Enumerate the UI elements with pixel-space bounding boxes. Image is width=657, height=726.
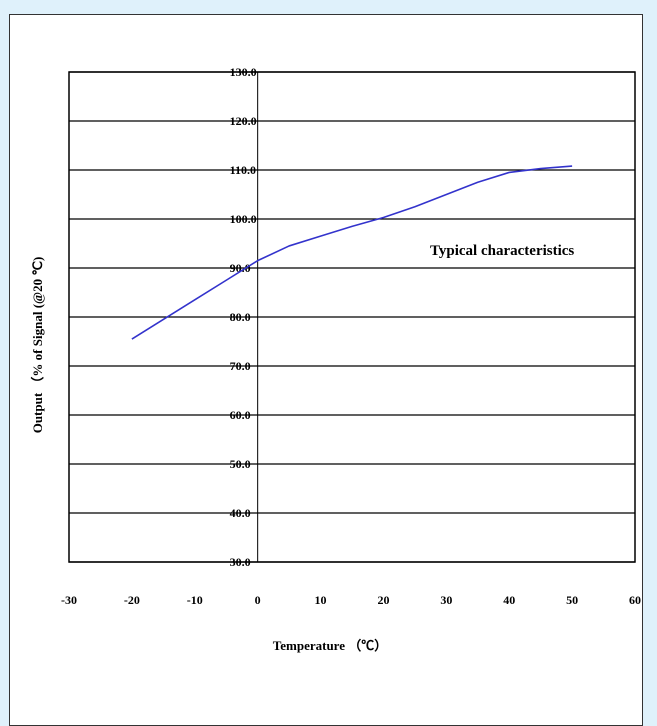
x-tick-label: 30	[440, 593, 452, 607]
gridlines	[69, 71, 635, 563]
y-tick-label: 100.0	[230, 212, 257, 226]
x-tick-labels: -30 -20 -10 0 10 20 30 40 50 60	[61, 593, 641, 607]
y-tick-label: 30.0	[230, 555, 251, 569]
x-tick-label: -20	[124, 593, 140, 607]
y-tick-label: 40.0	[230, 506, 251, 520]
y-tick-label: 110.0	[230, 163, 256, 177]
x-tick-label: 60	[629, 593, 641, 607]
series-line-0	[131, 165, 573, 340]
chart-frame: 30.0 40.0 50.0 60.0 70.0 80.0 90.0 100.0 110.0 12…	[9, 14, 643, 726]
x-tick-label: 20	[377, 593, 389, 607]
x-tick-label: -30	[61, 593, 77, 607]
y-tick-label: 90.0	[230, 261, 251, 275]
y-tick-label: 60.0	[230, 408, 251, 422]
y-tick-label: 50.0	[230, 457, 251, 471]
y-tick-label: 80.0	[230, 310, 251, 324]
y-tick-label: 130.0	[230, 65, 257, 79]
y-axis-title: Output （% of Signal (@20 ℃)	[30, 257, 45, 434]
chart-annotation: Typical characteristics	[430, 243, 574, 259]
y-tick-labels: 30.0 40.0 50.0 60.0 70.0 80.0 90.0 100.0 110.0 12…	[230, 65, 257, 569]
x-axis-title: Temperature （℃）	[273, 638, 387, 653]
series-layer	[131, 165, 573, 340]
x-tick-label: 50	[566, 593, 578, 607]
x-tick-label: 0	[255, 593, 261, 607]
x-tick-label: -10	[187, 593, 203, 607]
y-tick-label: 70.0	[230, 359, 251, 373]
x-tick-label: 40	[503, 593, 515, 607]
line-chart: 30.0 40.0 50.0 60.0 70.0 80.0 90.0 100.0 110.0 12…	[30, 65, 641, 653]
x-tick-label: 10	[315, 593, 327, 607]
y-tick-label: 120.0	[230, 114, 257, 128]
